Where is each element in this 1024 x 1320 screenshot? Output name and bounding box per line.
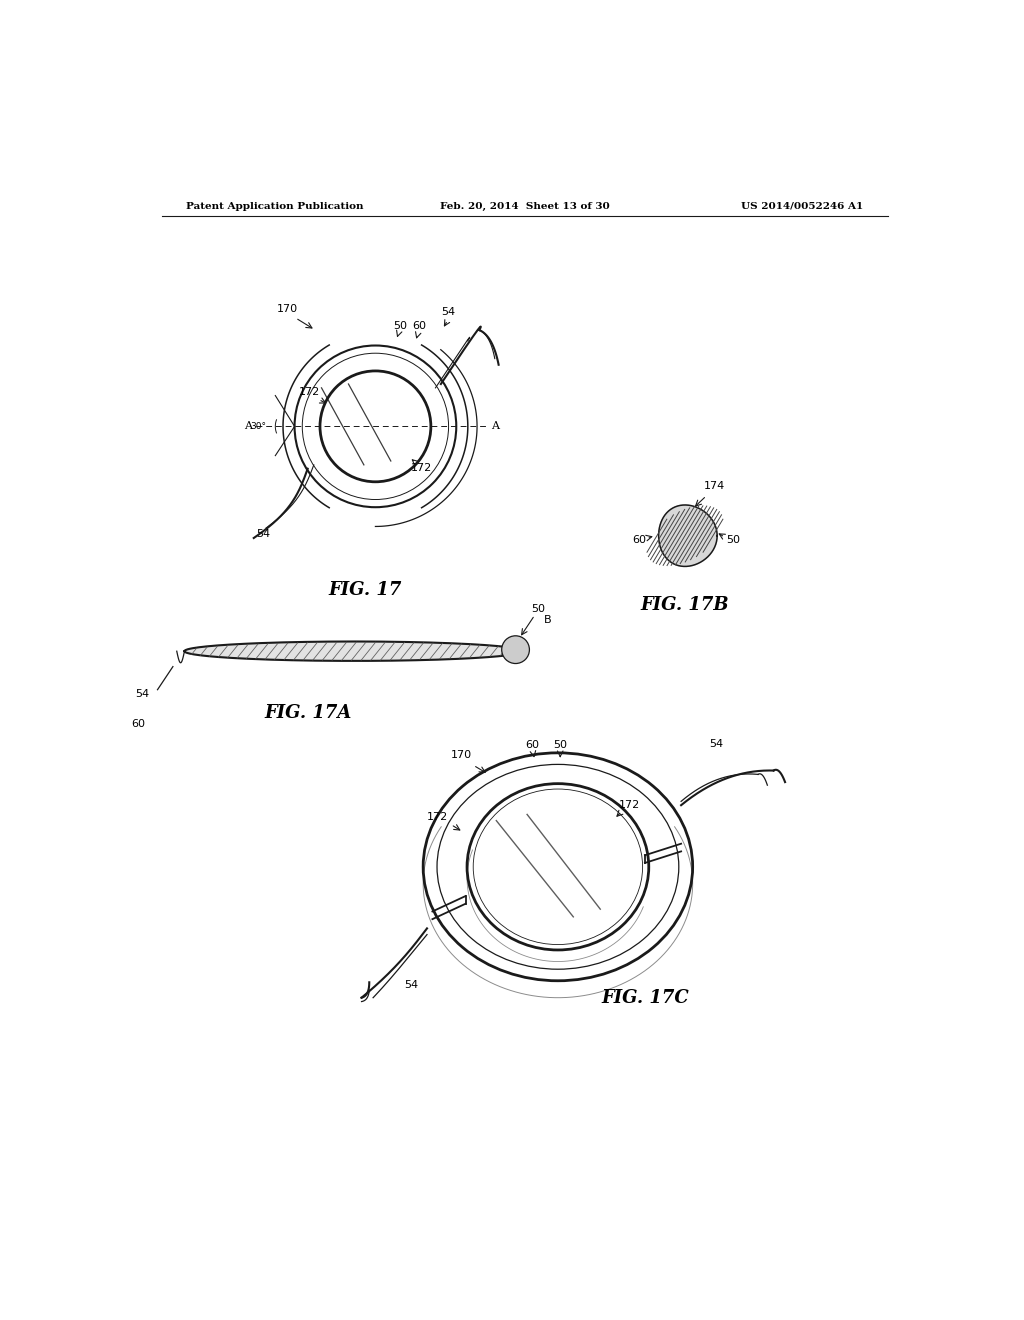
Text: 60: 60 — [632, 535, 646, 545]
Text: FIG. 17: FIG. 17 — [329, 581, 402, 598]
Text: 60: 60 — [131, 719, 145, 730]
Text: FIG. 17B: FIG. 17B — [641, 597, 729, 614]
Text: 172: 172 — [411, 463, 432, 473]
Text: FIG. 17A: FIG. 17A — [264, 704, 351, 722]
Text: 54: 54 — [256, 529, 270, 539]
Text: B: B — [544, 615, 552, 626]
Text: 60: 60 — [413, 321, 426, 331]
Text: 50: 50 — [726, 535, 739, 545]
Text: 50: 50 — [553, 741, 567, 750]
Text: FIG. 17C: FIG. 17C — [601, 989, 689, 1007]
Text: 174: 174 — [703, 480, 725, 491]
Text: 54: 54 — [440, 308, 455, 317]
Text: 172: 172 — [426, 812, 447, 822]
Text: 50: 50 — [393, 321, 408, 331]
Text: Feb. 20, 2014  Sheet 13 of 30: Feb. 20, 2014 Sheet 13 of 30 — [440, 202, 609, 211]
Text: A: A — [490, 421, 499, 432]
Text: 172: 172 — [299, 388, 319, 397]
Text: 170: 170 — [276, 305, 298, 314]
Text: 50: 50 — [531, 603, 546, 614]
Text: 172: 172 — [618, 800, 640, 810]
Text: 54: 54 — [404, 979, 419, 990]
Text: Patent Application Publication: Patent Application Publication — [186, 202, 364, 211]
Text: 54: 54 — [709, 739, 723, 748]
Polygon shape — [184, 642, 523, 661]
Text: 170: 170 — [452, 750, 472, 760]
Text: A: A — [244, 421, 252, 432]
Polygon shape — [658, 506, 717, 566]
Text: 54: 54 — [135, 689, 150, 698]
Circle shape — [502, 636, 529, 664]
Text: US 2014/0052246 A1: US 2014/0052246 A1 — [741, 202, 863, 211]
Text: 60: 60 — [525, 741, 540, 750]
Text: 30°: 30° — [250, 422, 266, 430]
